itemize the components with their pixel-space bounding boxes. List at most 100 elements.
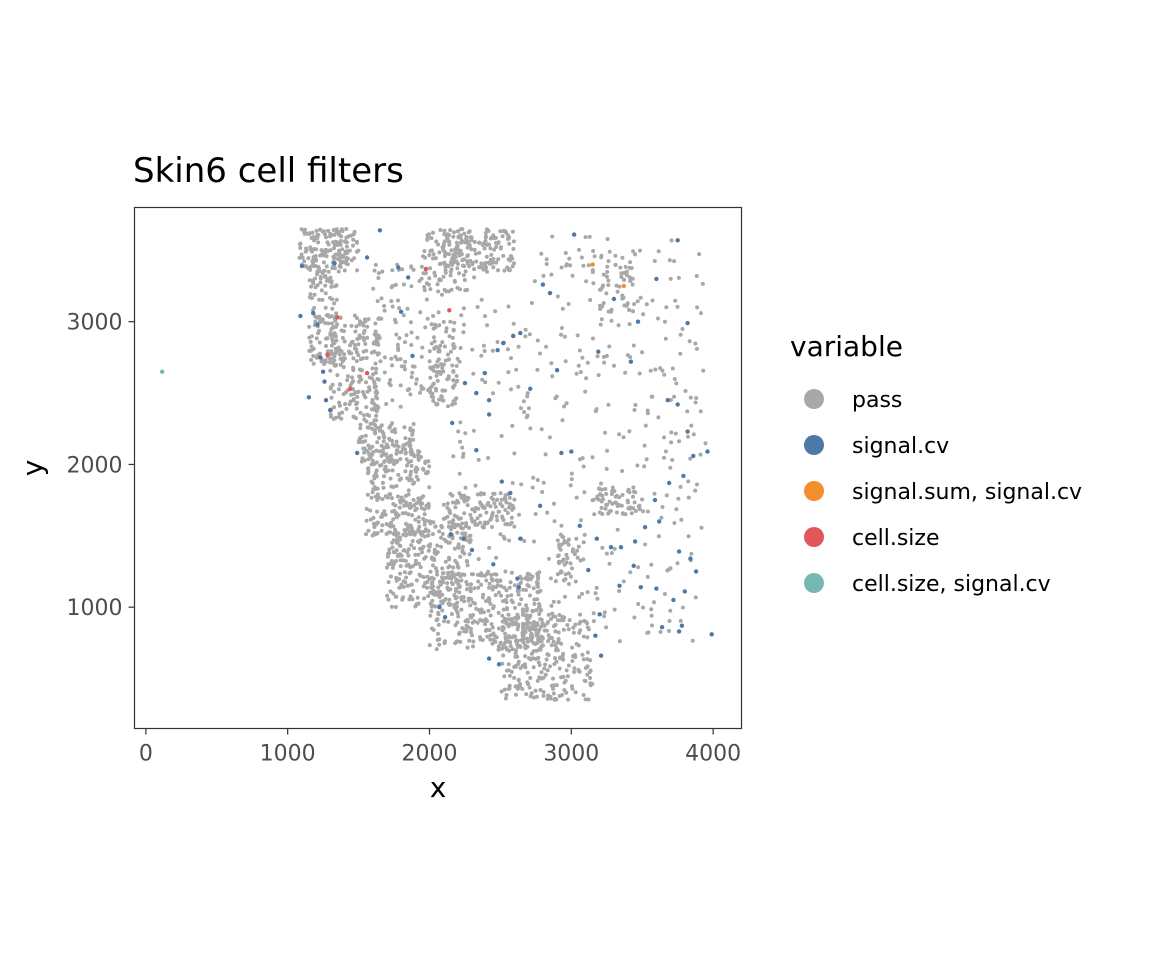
point-pass (585, 360, 590, 365)
point-pass (385, 565, 389, 570)
point-pass (414, 578, 419, 583)
point-signal-cv (448, 532, 453, 537)
point-pass (574, 371, 579, 376)
point-pass (421, 254, 425, 259)
point-pass (510, 264, 515, 269)
point-pass (379, 443, 384, 448)
point-pass (470, 633, 474, 638)
point-pass (521, 636, 526, 641)
point-pass (355, 400, 360, 405)
point-pass (479, 261, 484, 266)
point-pass (585, 621, 589, 626)
point-pass (447, 564, 452, 569)
point-pass (323, 305, 328, 310)
point-pass (631, 249, 636, 254)
point-signal-cv (638, 585, 643, 590)
point-signal-cv (501, 340, 506, 346)
point-pass (354, 347, 359, 352)
point-pass (439, 523, 444, 528)
point-pass (492, 633, 497, 638)
point-pass (435, 572, 440, 577)
point-pass (380, 269, 385, 274)
point-pass (594, 496, 599, 501)
point-pass (336, 257, 341, 262)
point-pass (560, 418, 565, 423)
point-pass (626, 506, 631, 511)
point-pass (519, 482, 524, 487)
point-pass (493, 504, 498, 509)
point-pass (401, 443, 406, 448)
point-pass (372, 268, 377, 273)
point-pass (332, 301, 337, 306)
point-pass (590, 682, 595, 686)
point-pass (451, 327, 456, 332)
point-pass (499, 689, 504, 694)
point-pass (502, 536, 507, 541)
point-pass (621, 435, 626, 440)
point-pass (627, 490, 632, 495)
point-pass (499, 584, 504, 589)
point-pass (482, 246, 487, 251)
point-pass (410, 564, 415, 569)
point-pass (416, 527, 421, 532)
point-pass (437, 529, 442, 534)
point-pass (604, 274, 609, 279)
point-signal-cv (398, 309, 404, 314)
point-pass (435, 550, 440, 555)
point-pass (479, 582, 484, 587)
point-pass (316, 264, 321, 269)
point-pass (632, 302, 637, 307)
point-signal-cv (628, 359, 634, 364)
point-pass (367, 413, 372, 418)
point-pass (465, 587, 469, 592)
point-pass (351, 379, 356, 384)
point-pass (558, 532, 563, 537)
point-pass (324, 313, 329, 318)
point-pass (312, 236, 316, 241)
point-pass (390, 545, 395, 550)
point-pass (351, 414, 356, 419)
series-pass (297, 227, 708, 702)
point-pass (672, 521, 677, 525)
point-pass (354, 359, 359, 364)
point-pass (313, 276, 318, 281)
point-pass (451, 518, 456, 523)
point-pass (500, 234, 505, 239)
point-pass (686, 534, 691, 539)
point-pass (417, 540, 422, 545)
point-pass (561, 657, 566, 662)
point-pass (506, 370, 511, 375)
point-pass (619, 503, 624, 508)
point-pass (416, 601, 421, 606)
point-pass (460, 626, 465, 631)
point-pass (379, 528, 384, 533)
point-pass (498, 532, 503, 537)
point-pass (469, 235, 474, 240)
point-pass (585, 664, 590, 669)
point-pass (445, 232, 450, 237)
point-pass (451, 500, 455, 505)
point-pass (472, 275, 477, 280)
point-pass (443, 251, 448, 256)
point-pass (523, 654, 528, 659)
point-pass (412, 503, 417, 508)
point-pass (371, 341, 376, 346)
point-pass (420, 550, 424, 555)
point-pass (382, 474, 386, 479)
point-pass (631, 309, 635, 314)
point-pass (465, 498, 469, 503)
point-pass (577, 348, 582, 353)
point-pass (474, 259, 479, 264)
point-pass (362, 338, 367, 343)
point-pass (310, 249, 314, 254)
point-pass (387, 547, 392, 552)
point-pass (585, 635, 590, 640)
point-pass (605, 264, 610, 269)
point-pass (490, 348, 495, 353)
point-pass (605, 448, 610, 453)
point-pass (604, 502, 609, 507)
point-pass (431, 395, 435, 400)
point-pass (670, 458, 675, 462)
point-pass (693, 400, 698, 405)
point-pass (486, 260, 491, 265)
